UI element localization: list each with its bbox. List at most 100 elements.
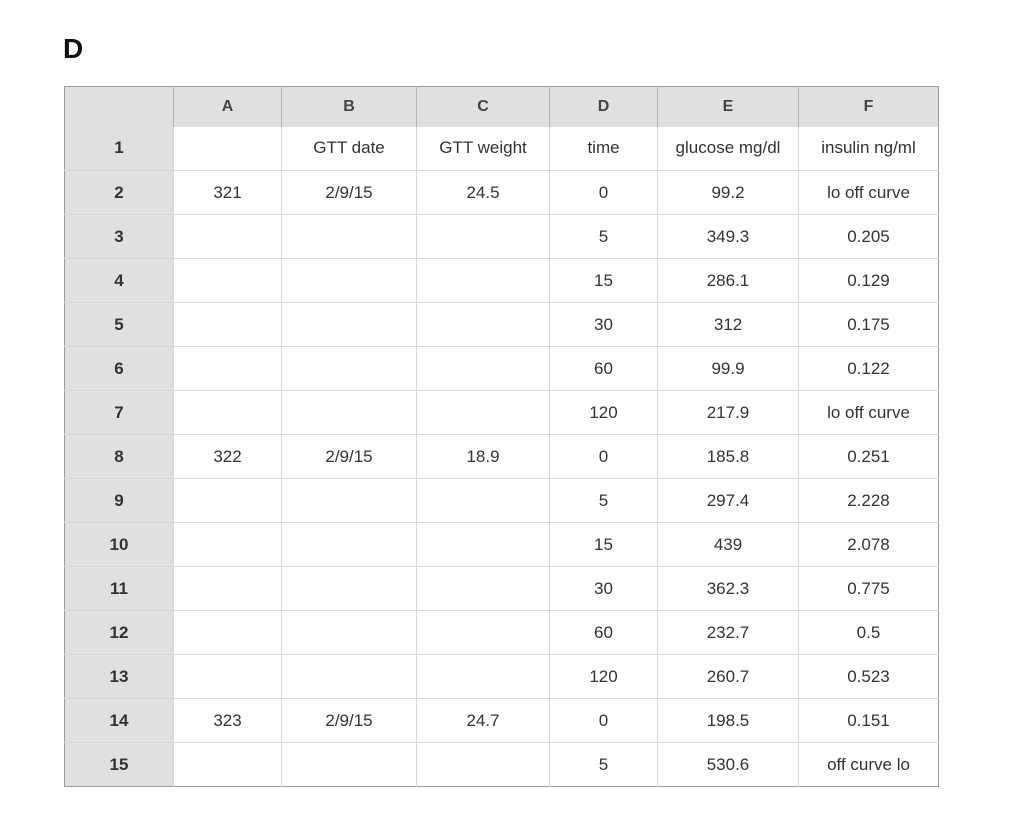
row-header-10[interactable]: 10 [64,522,174,567]
cell-A5[interactable] [173,302,282,347]
cell-C15[interactable] [416,742,550,787]
cell-D15[interactable]: 5 [549,742,658,787]
cell-F10[interactable]: 2.078 [798,522,939,567]
cell-E13[interactable]: 260.7 [657,654,799,699]
cell-F4[interactable]: 0.129 [798,258,939,303]
row-header-9[interactable]: 9 [64,478,174,523]
cell-C12[interactable] [416,610,550,655]
cell-C2[interactable]: 24.5 [416,170,550,215]
cell-C1[interactable]: GTT weight [416,126,550,171]
cell-C4[interactable] [416,258,550,303]
cell-B1[interactable]: GTT date [281,126,417,171]
cell-F15[interactable]: off curve lo [827,754,910,774]
cell-D10[interactable]: 15 [549,522,658,567]
cell-D8[interactable]: 0 [549,434,658,479]
row-header-8[interactable]: 8 [64,434,174,479]
cell-D3[interactable]: 5 [549,214,658,259]
cell-D14[interactable]: 0 [549,698,658,743]
cell-E15[interactable]: 530.6 [657,742,799,787]
cell-F11[interactable]: 0.775 [798,566,939,611]
row-header-4[interactable]: 4 [64,258,174,303]
row-header-15[interactable]: 15 [64,742,174,787]
cell-A4[interactable] [173,258,282,303]
cell-D13[interactable]: 120 [549,654,658,699]
cell-B12[interactable] [281,610,417,655]
cell-A9[interactable] [173,478,282,523]
cell-B13[interactable] [281,654,417,699]
cell-E9[interactable]: 297.4 [657,478,799,523]
cell-A12[interactable] [173,610,282,655]
cell-A6[interactable] [173,346,282,391]
cell-A14[interactable]: 323 [173,698,282,743]
column-header-e[interactable]: E [657,86,799,127]
cell-E12[interactable]: 232.7 [657,610,799,655]
cell-E10[interactable]: 439 [657,522,799,567]
cell-E11[interactable]: 362.3 [657,566,799,611]
cell-D2[interactable]: 0 [549,170,658,215]
cell-E2[interactable]: 99.2 [657,170,799,215]
cell-C7[interactable] [416,390,550,435]
cell-F7[interactable]: lo off curve [798,390,939,435]
cell-D11[interactable]: 30 [549,566,658,611]
cell-C10[interactable] [416,522,550,567]
cell-C14[interactable]: 24.7 [416,698,550,743]
row-header-12[interactable]: 12 [64,610,174,655]
cell-A3[interactable] [173,214,282,259]
cell-A7[interactable] [173,390,282,435]
cell-D12[interactable]: 60 [549,610,658,655]
cell-F12[interactable]: 0.5 [798,610,939,655]
row-header-7[interactable]: 7 [64,390,174,435]
column-header-c[interactable]: C [416,86,550,127]
cell-E3[interactable]: 349.3 [657,214,799,259]
cell-D4[interactable]: 15 [549,258,658,303]
column-header-b[interactable]: B [281,86,417,127]
column-header-f[interactable]: F [798,86,939,127]
cell-C5[interactable] [416,302,550,347]
cell-B3[interactable] [281,214,417,259]
cell-E7[interactable]: 217.9 [657,390,799,435]
cell-C6[interactable] [416,346,550,391]
cell-C3[interactable] [416,214,550,259]
cell-E4[interactable]: 286.1 [657,258,799,303]
cell-F5[interactable]: 0.175 [798,302,939,347]
cell-D6[interactable]: 60 [549,346,658,391]
cell-C13[interactable] [416,654,550,699]
cell-F6[interactable]: 0.122 [798,346,939,391]
cell-D9[interactable]: 5 [549,478,658,523]
cell-B11[interactable] [281,566,417,611]
select-all-corner[interactable] [64,86,174,127]
cell-A15[interactable] [173,742,282,787]
cell-E6[interactable]: 99.9 [657,346,799,391]
row-header-1[interactable]: 1 [64,126,174,171]
cell-F2[interactable]: lo off curve [798,170,939,215]
cell-F1[interactable]: insulin ng/ml [798,126,939,171]
cell-B8[interactable]: 2/9/15 [281,434,417,479]
cell-F9[interactable]: 2.228 [798,478,939,523]
cell-B4[interactable] [281,258,417,303]
cell-A10[interactable] [173,522,282,567]
cell-D7[interactable]: 120 [549,390,658,435]
row-header-6[interactable]: 6 [64,346,174,391]
cell-C8[interactable]: 18.9 [416,434,550,479]
cell-B5[interactable] [281,302,417,347]
row-header-13[interactable]: 13 [64,654,174,699]
cell-F13[interactable]: 0.523 [798,654,939,699]
cell-E1[interactable]: glucose mg/dl [657,126,799,171]
cell-B9[interactable] [281,478,417,523]
row-header-11[interactable]: 11 [64,566,174,611]
cell-A1[interactable] [173,126,282,171]
cell-D5[interactable]: 30 [549,302,658,347]
cell-F3[interactable]: 0.205 [798,214,939,259]
row-header-2[interactable]: 2 [64,170,174,215]
cell-B2[interactable]: 2/9/15 [281,170,417,215]
row-header-14[interactable]: 14 [64,698,174,743]
cell-B10[interactable] [281,522,417,567]
cell-D1[interactable]: time [549,126,658,171]
row-header-5[interactable]: 5 [64,302,174,347]
cell-B7[interactable] [281,390,417,435]
cell-B15[interactable] [281,742,417,787]
cell-F8[interactable]: 0.251 [798,434,939,479]
cell-E14[interactable]: 198.5 [657,698,799,743]
row-header-3[interactable]: 3 [64,214,174,259]
cell-C11[interactable] [416,566,550,611]
